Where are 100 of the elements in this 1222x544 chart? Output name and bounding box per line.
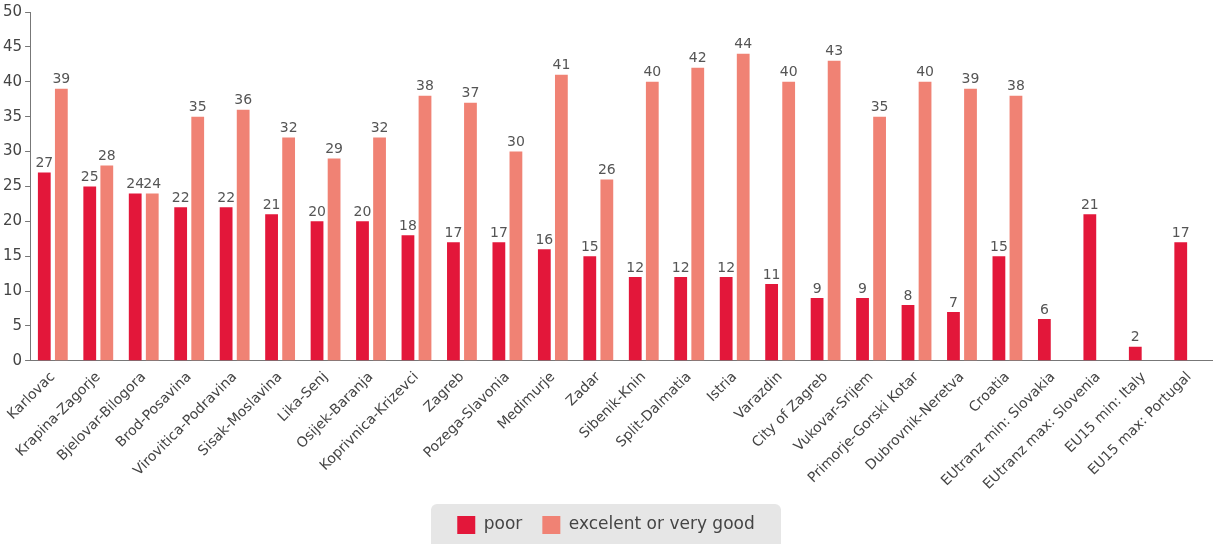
bar xyxy=(100,165,114,361)
data-label: 25 xyxy=(80,168,99,185)
bar xyxy=(719,277,733,361)
bar xyxy=(492,242,506,361)
bar xyxy=(810,298,824,361)
bar xyxy=(947,311,960,361)
y-tick-label: 35 xyxy=(2,106,23,125)
y-tick-label: 20 xyxy=(2,211,23,230)
data-label: 2 xyxy=(1130,328,1140,345)
bar xyxy=(645,81,659,361)
data-label: 29 xyxy=(325,140,343,157)
data-label: 15 xyxy=(580,237,599,254)
bar xyxy=(736,53,750,361)
data-label: 40 xyxy=(916,63,934,80)
data-label: 41 xyxy=(552,56,571,73)
bar xyxy=(1009,95,1023,361)
data-label: 40 xyxy=(779,63,798,80)
bar xyxy=(174,207,188,361)
y-tick-label: 25 xyxy=(2,176,23,195)
bar xyxy=(782,81,796,361)
data-label: 21 xyxy=(262,195,281,212)
data-label: 17 xyxy=(489,223,508,240)
bar xyxy=(856,298,869,361)
data-label: 43 xyxy=(825,42,844,59)
bar xyxy=(128,193,142,361)
data-label: 22 xyxy=(217,188,236,205)
data-label: 37 xyxy=(461,84,480,101)
bar xyxy=(600,179,614,361)
data-label: 32 xyxy=(370,119,389,136)
bar xyxy=(265,214,278,361)
data-label: 15 xyxy=(990,237,1008,254)
bar xyxy=(1083,214,1097,361)
y-tick-label: 0 xyxy=(12,350,23,369)
y-tick-label: 30 xyxy=(2,141,23,160)
bar xyxy=(83,186,97,361)
bar xyxy=(191,116,205,361)
data-label: 12 xyxy=(717,258,736,275)
data-label: 11 xyxy=(762,265,781,282)
data-label: 39 xyxy=(961,70,980,87)
bar xyxy=(1037,318,1051,361)
bar xyxy=(765,284,779,361)
bar xyxy=(356,221,369,361)
data-label: 35 xyxy=(188,98,207,115)
bar xyxy=(1128,346,1142,361)
data-label: 30 xyxy=(507,133,525,150)
bar xyxy=(554,74,568,361)
data-label: 35 xyxy=(870,98,889,115)
bar xyxy=(401,235,415,361)
bar xyxy=(992,256,1006,361)
legend-label: poor xyxy=(483,513,523,534)
data-label: 22 xyxy=(171,188,190,205)
data-label: 20 xyxy=(353,202,372,219)
data-label: 17 xyxy=(1171,223,1190,240)
bar xyxy=(628,277,642,361)
legend-label: excelent or very good xyxy=(568,513,755,534)
bar xyxy=(54,88,68,361)
bar xyxy=(145,193,159,361)
data-label: 17 xyxy=(444,223,463,240)
bar xyxy=(918,81,932,361)
y-tick-label: 45 xyxy=(2,36,23,55)
data-label: 21 xyxy=(1080,195,1099,212)
bar xyxy=(691,67,705,361)
data-label: 44 xyxy=(734,35,753,52)
data-label: 7 xyxy=(949,293,958,310)
bar xyxy=(219,207,233,361)
bar xyxy=(901,305,915,361)
bar xyxy=(327,158,341,361)
bar xyxy=(37,172,51,361)
y-tick-label: 50 xyxy=(2,1,23,20)
bar xyxy=(418,95,432,361)
bar xyxy=(282,137,296,361)
data-label: 42 xyxy=(688,49,707,66)
bar xyxy=(537,249,551,361)
y-tick-label: 10 xyxy=(2,280,23,299)
data-label: 20 xyxy=(308,202,326,219)
data-label: 12 xyxy=(626,258,645,275)
data-label: 24 xyxy=(143,175,162,192)
bar xyxy=(674,277,688,361)
bar xyxy=(236,109,250,361)
bar xyxy=(509,151,523,361)
data-label: 24 xyxy=(126,175,145,192)
bar xyxy=(827,60,841,361)
bar xyxy=(464,102,477,361)
data-label: 38 xyxy=(416,77,434,94)
data-label: 9 xyxy=(812,279,822,296)
data-label: 32 xyxy=(279,119,298,136)
data-label: 12 xyxy=(671,258,690,275)
y-tick-label: 5 xyxy=(12,315,23,334)
bar xyxy=(964,88,977,361)
bar xyxy=(447,242,460,361)
bar xyxy=(1174,242,1188,361)
data-label: 36 xyxy=(234,91,253,108)
bar xyxy=(873,116,886,361)
y-tick-label: 15 xyxy=(2,246,23,265)
data-label: 40 xyxy=(643,63,662,80)
data-label: 39 xyxy=(52,70,71,87)
data-label: 38 xyxy=(1007,77,1025,94)
data-label: 16 xyxy=(535,230,554,247)
y-tick-label: 40 xyxy=(2,71,23,90)
bar xyxy=(373,137,386,361)
